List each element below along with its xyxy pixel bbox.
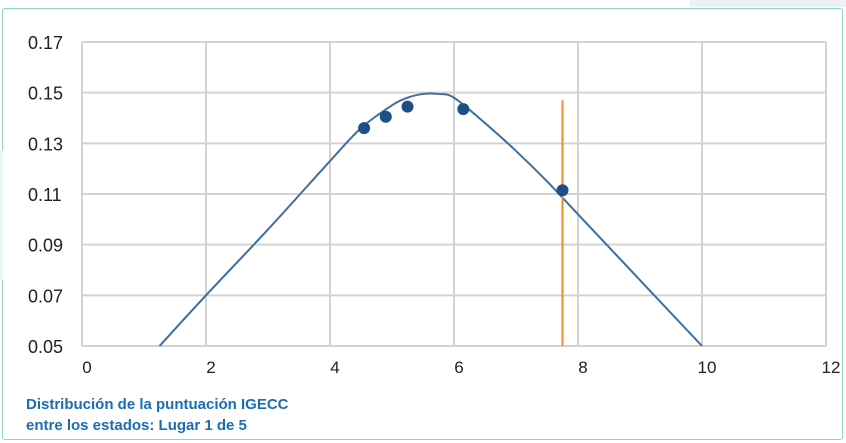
top-right-tab — [690, 0, 846, 8]
y-axis-ticks: 0.05 0.07 0.09 0.11 0.13 0.15 0.17 — [28, 33, 63, 357]
data-point — [556, 184, 569, 197]
x-tick-label: 12 — [822, 358, 841, 377]
x-tick-label: 6 — [454, 358, 463, 377]
y-tick-label: 0.15 — [28, 84, 63, 104]
y-tick-label: 0.13 — [28, 134, 63, 154]
y-tick-label: 0.05 — [28, 337, 63, 357]
distribution-curve-layer — [158, 92, 703, 347]
y-tick-label: 0.17 — [28, 33, 63, 53]
x-tick-label: 8 — [578, 358, 587, 377]
y-tick-label: 0.07 — [28, 286, 63, 306]
y-tick-label: 0.09 — [28, 236, 63, 256]
y-tick-label: 0.11 — [28, 185, 62, 205]
x-tick-label: 10 — [698, 358, 717, 377]
chart: 0.05 0.07 0.09 0.11 0.13 0.15 0.17 0 2 4 6 8 10 12 — [28, 33, 840, 377]
data-point — [358, 122, 371, 135]
x-tick-label: 2 — [206, 358, 215, 377]
grid — [81, 41, 827, 347]
chart-caption: Distribución de la puntuación IGECC entr… — [26, 394, 289, 436]
caption-line-1: Distribución de la puntuación IGECC — [26, 396, 289, 413]
x-tick-label: 4 — [330, 358, 339, 377]
distribution-curve — [158, 92, 703, 347]
data-point — [457, 103, 470, 116]
caption-line-2: entre los estados: Lugar 1 de 5 — [26, 417, 247, 434]
x-tick-label: 0 — [82, 358, 91, 377]
data-points-layer — [358, 100, 569, 197]
data-point — [401, 100, 414, 113]
left-accent-bar — [0, 150, 3, 280]
data-point — [379, 110, 392, 123]
x-axis-ticks: 0 2 4 6 8 10 12 — [82, 358, 840, 377]
